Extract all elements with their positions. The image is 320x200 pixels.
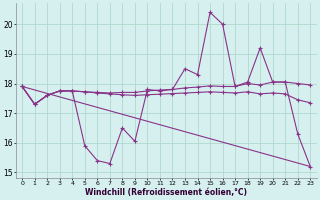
X-axis label: Windchill (Refroidissement éolien,°C): Windchill (Refroidissement éolien,°C) — [85, 188, 247, 197]
